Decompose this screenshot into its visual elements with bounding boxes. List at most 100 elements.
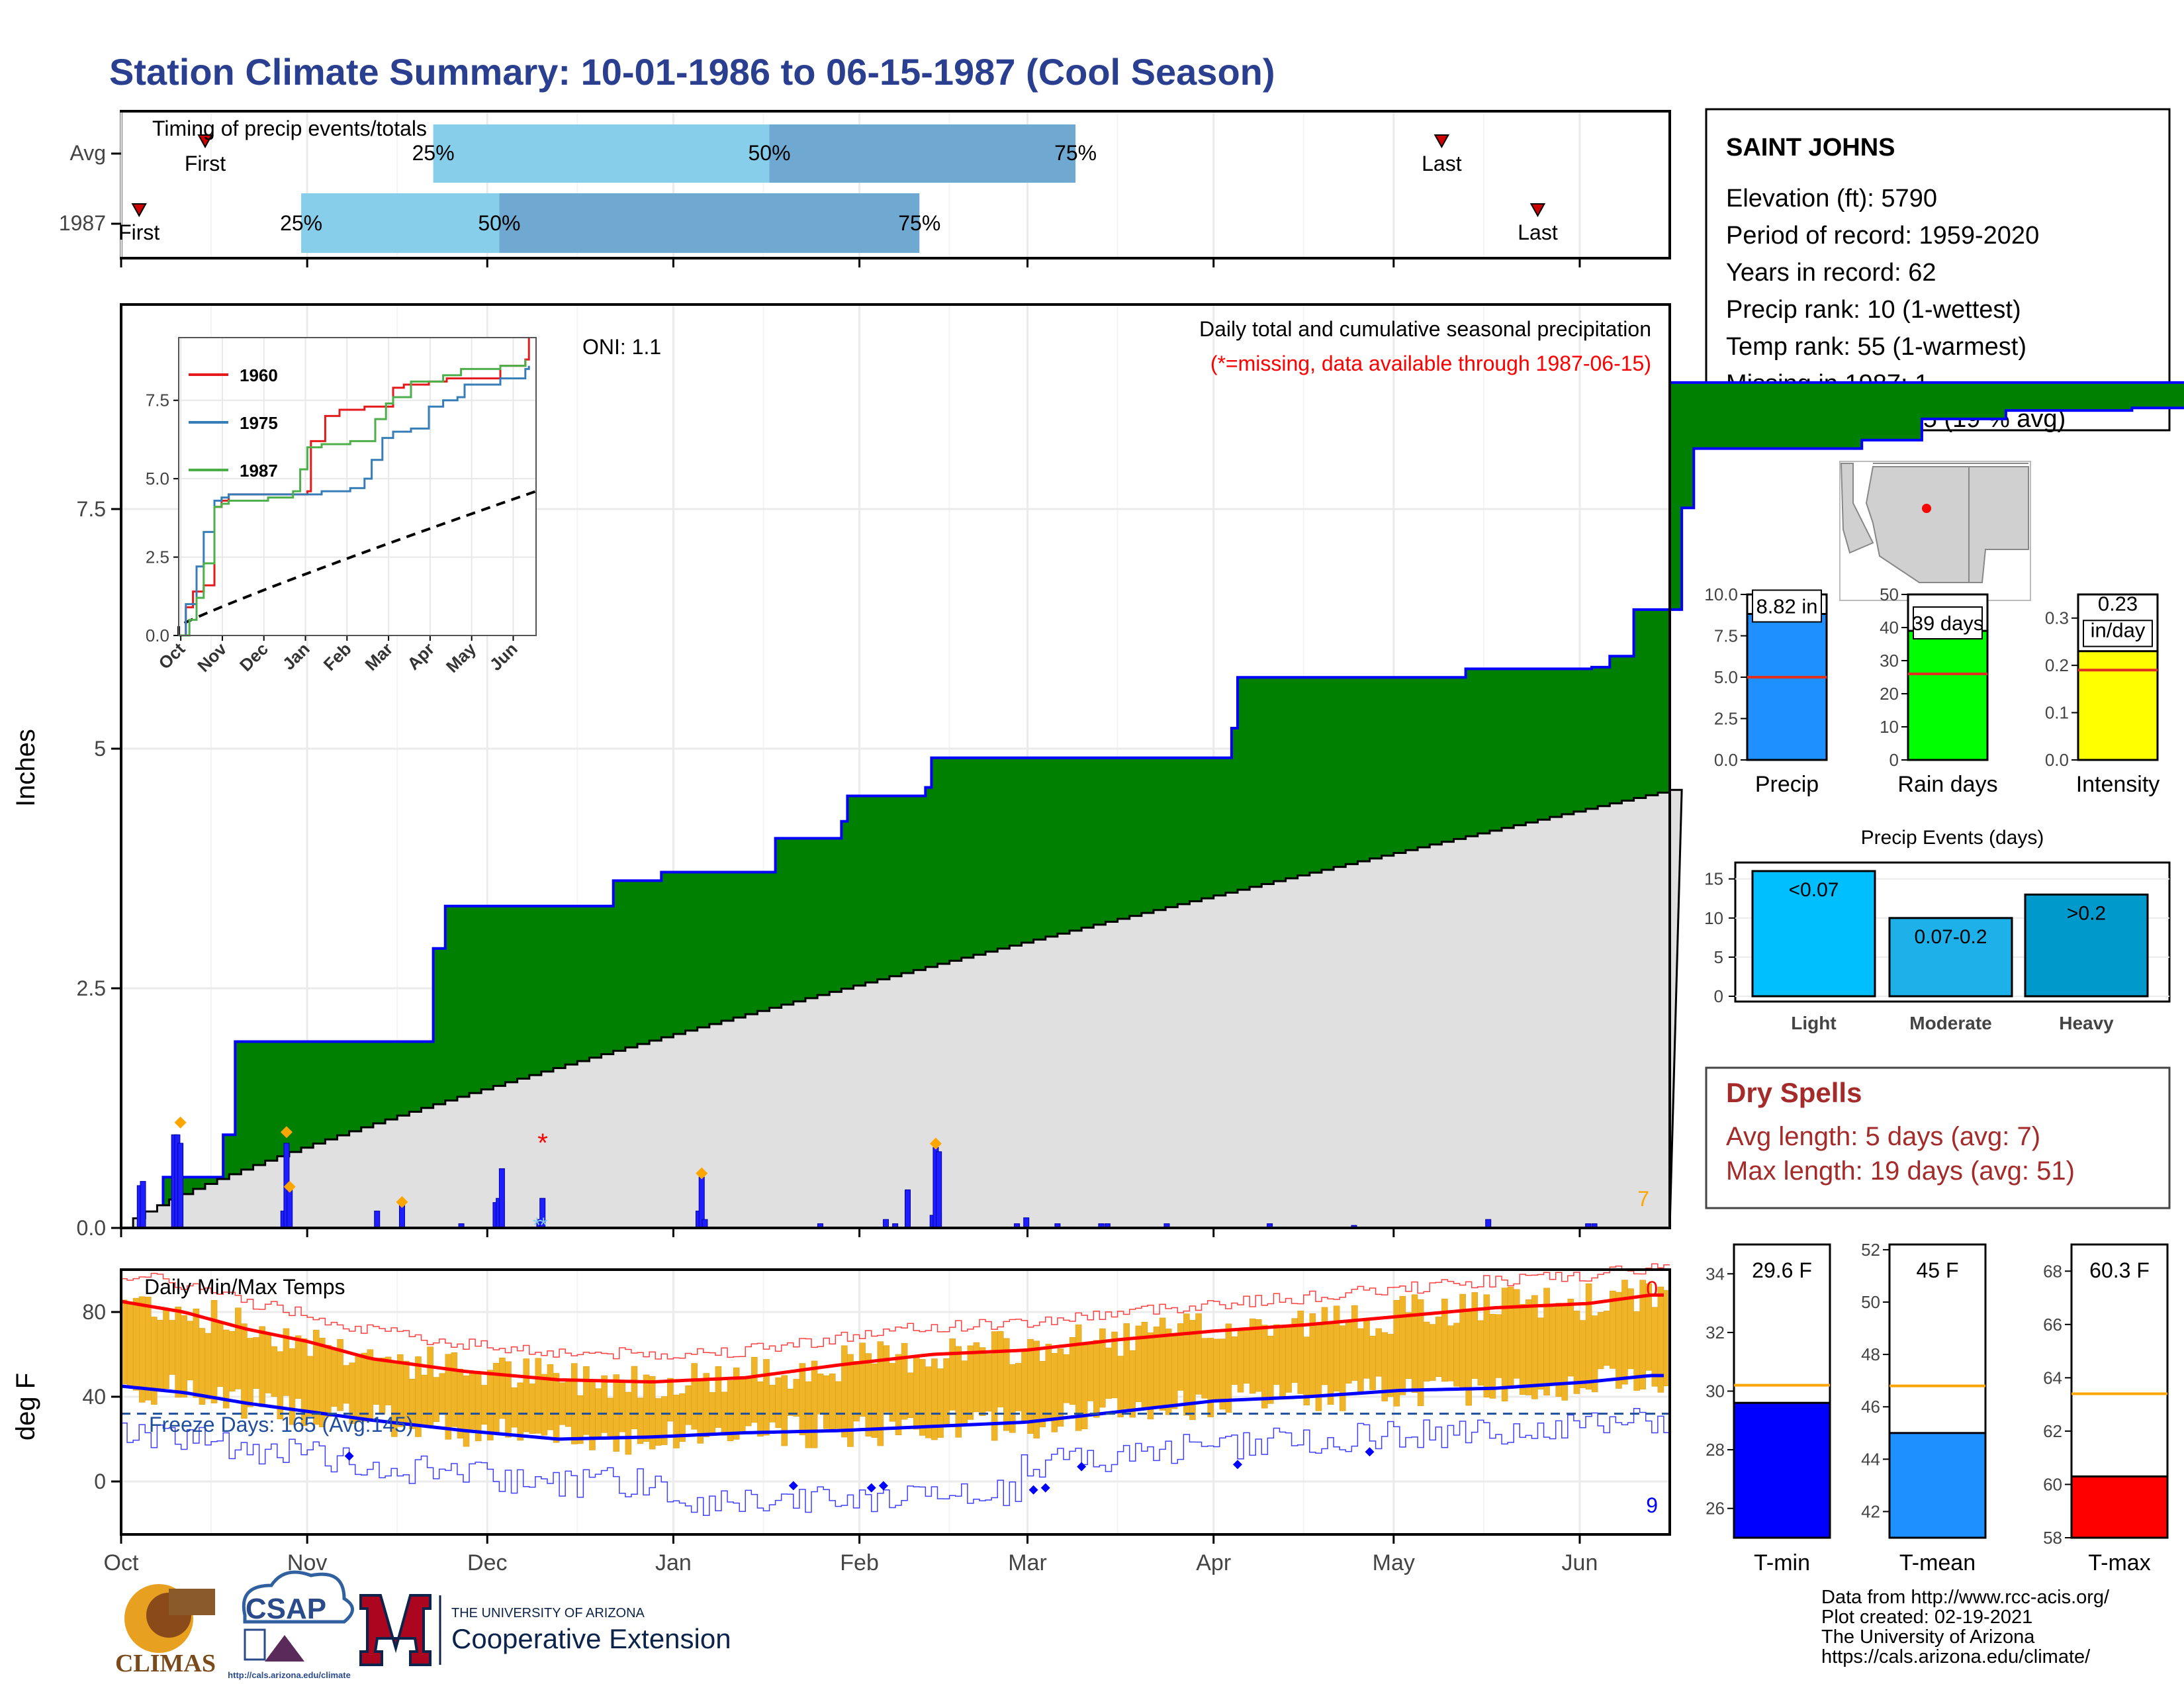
mini-bar-value: 0.23 (2098, 592, 2138, 615)
temp-daily-bars (120, 1280, 1670, 1455)
temp-daily-bar (1261, 1325, 1268, 1409)
timing-bar-q2-q3 (769, 124, 1076, 183)
temp-daily-bar (757, 1382, 764, 1437)
temp-bar-fill (1733, 1401, 1831, 1539)
temp-daily-bar (325, 1344, 332, 1417)
temp-daily-bar (126, 1302, 134, 1387)
temp-bar-tick-label: 64 (2043, 1368, 2062, 1387)
timing-label: Timing of precip events/totals (152, 117, 427, 140)
temp-daily-bar (547, 1364, 554, 1430)
temp-daily-bar (343, 1365, 349, 1404)
temp-daily-bar (1045, 1344, 1052, 1420)
ua-logo-line1: THE UNIVERSITY OF ARIZONA (451, 1606, 645, 1620)
timing-bar-q1-q2 (433, 124, 770, 183)
temp-daily-bar (1561, 1303, 1569, 1401)
footer: CLIMAS CSAP http://cals.arizona.edu/clim… (115, 1570, 2110, 1680)
inset-y-tick-label: 0.0 (146, 626, 169, 645)
temp-daily-bar (823, 1375, 830, 1429)
credit-url: https://cals.arizona.edu/climate/ (1821, 1646, 2091, 1667)
temp-daily-bar (1243, 1327, 1250, 1384)
temp-daily-bar (445, 1354, 452, 1440)
temp-daily-bar (1237, 1328, 1244, 1393)
temp-bar-tick-label: 52 (1861, 1240, 1880, 1260)
timing-marker (1529, 203, 1546, 218)
y-tick-label: 5 (94, 737, 106, 761)
temp-bar-fill (1888, 1432, 1987, 1539)
temp-daily-bar (817, 1374, 824, 1415)
temp-daily-bar (895, 1354, 902, 1436)
event-diamond (174, 1116, 187, 1129)
missing-data-marker: * (537, 1129, 548, 1158)
temp-daily-bar (570, 1363, 578, 1444)
temp-daily-bar (625, 1391, 632, 1455)
temp-daily-bar (1351, 1305, 1358, 1381)
mini-bar-tick-label: 10.0 (1704, 585, 1738, 604)
temp-daily-bar (1093, 1340, 1100, 1418)
temp-daily-bar (1513, 1289, 1520, 1379)
temp-daily-bar (1333, 1305, 1340, 1392)
temp-panel-label: Daily Min/Max Temps (144, 1275, 345, 1299)
temp-daily-bar (1159, 1317, 1166, 1411)
temp-daily-bar (871, 1363, 878, 1438)
temp-daily-bar (1273, 1324, 1280, 1385)
temp-daily-bar (643, 1374, 650, 1442)
temp-record-diamond (866, 1483, 876, 1493)
mini-bar-value: 39 days (1912, 612, 1984, 635)
temp-daily-bar (517, 1382, 523, 1441)
temp-daily-bar (373, 1358, 380, 1405)
temp-daily-bar (1087, 1344, 1094, 1401)
station-precip-rank: Precip rank: 10 (1-wettest) (1726, 296, 2021, 324)
temp-daily-bar (205, 1333, 212, 1399)
mini-bar-tick-label: 0.1 (2045, 703, 2069, 723)
temp-daily-bar (439, 1373, 446, 1415)
temp-daily-bar (480, 1385, 488, 1425)
temp-record-diamond (878, 1481, 888, 1491)
temp-bar-label: T-mean (1899, 1550, 1976, 1575)
precip-y-axis: 0.0 2.5 5 7.5 (77, 497, 121, 1240)
event-markers (174, 1116, 942, 1208)
temp-daily-bar (1471, 1292, 1479, 1379)
temp-daily-bar (535, 1358, 542, 1434)
temp-daily-bar (601, 1375, 608, 1433)
temp-daily-bar (529, 1383, 536, 1434)
temp-daily-bar (295, 1335, 302, 1399)
credit-data-source: Data from http://www.rcc-acis.org/ (1821, 1587, 2110, 1608)
temp-daily-bar (859, 1342, 866, 1417)
temp-bar-tick-label: 34 (1706, 1264, 1725, 1284)
temp-daily-bar (169, 1320, 175, 1375)
temp-daily-bar (1411, 1294, 1418, 1393)
temp-record-diamond (1040, 1483, 1050, 1493)
temp-daily-bar (1507, 1286, 1514, 1389)
dry-spells-box: Dry Spells Avg length: 5 days (avg: 7) M… (1705, 1066, 2171, 1209)
timing-pct-label: 75% (1054, 141, 1097, 165)
temp-record-diamond (788, 1481, 798, 1491)
legend-1960: 1960 (240, 365, 278, 385)
temp-daily-bar (691, 1363, 698, 1430)
temp-y-tick-label: 80 (82, 1300, 106, 1324)
temp-record-diamond (1028, 1485, 1038, 1495)
mini-bar-value: in/day (2091, 618, 2146, 641)
temp-daily-bar (1021, 1349, 1028, 1422)
temp-daily-bar (835, 1381, 842, 1429)
temp-daily-bar (805, 1381, 812, 1448)
temp-count-bottom: 9 (1646, 1493, 1658, 1517)
timing-marker-label: First (185, 152, 226, 175)
temp-daily-bar (385, 1356, 392, 1405)
temp-daily-bar (157, 1319, 163, 1392)
temp-daily-bar (163, 1309, 169, 1389)
temp-daily-bar (193, 1308, 200, 1398)
temp-daily-bar (853, 1361, 860, 1422)
station-elevation: Elevation (ft): 5790 (1726, 185, 1937, 212)
station-period: Period of record: 1959-2020 (1726, 222, 2039, 250)
temp-daily-bar (421, 1374, 428, 1425)
temp-daily-bar (781, 1375, 788, 1446)
y-tick-label: 7.5 (77, 497, 106, 521)
mini-bar-fill (1746, 613, 1828, 761)
temp-daily-bar (247, 1338, 253, 1407)
temp-daily-bar (1429, 1324, 1436, 1381)
temp-daily-bar (1610, 1290, 1616, 1369)
temp-daily-bar (1405, 1312, 1412, 1379)
temp-daily-bar (1231, 1336, 1238, 1385)
mini-bar-value-box (2083, 620, 2153, 647)
